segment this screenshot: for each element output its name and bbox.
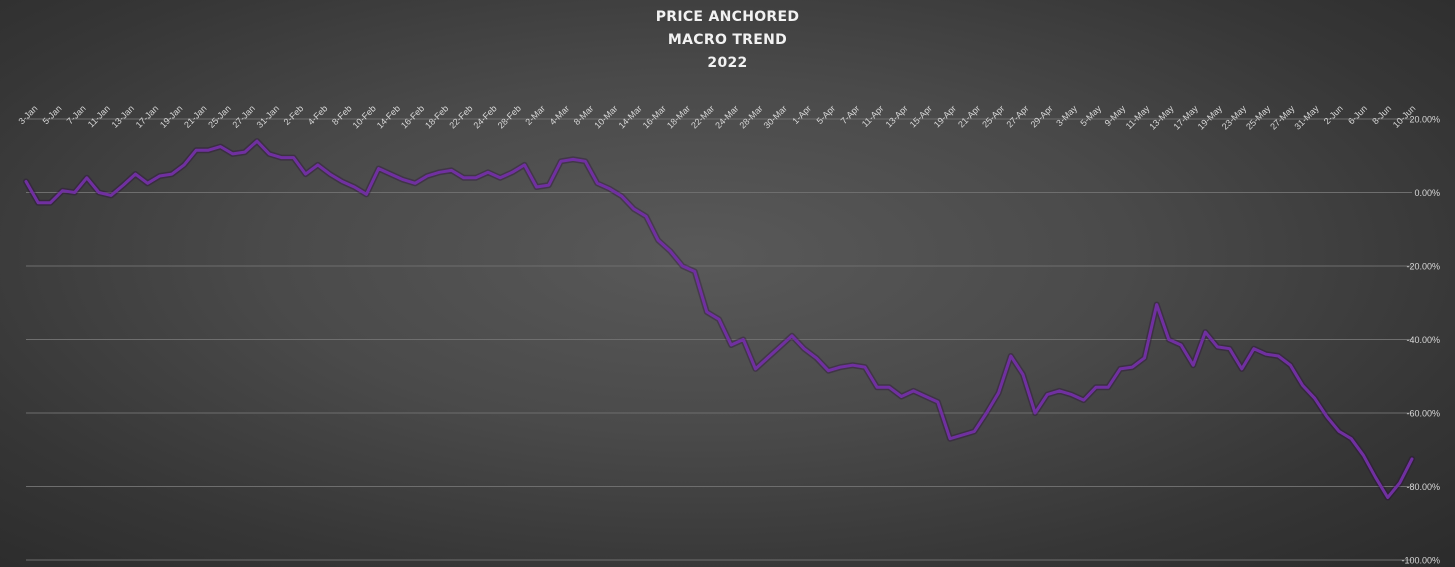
x-tick-label: 25-Jan [206,103,233,130]
x-tick-label: 13-Jan [110,103,137,130]
y-tick-label: 0.00% [1414,188,1440,198]
x-tick-label: 17-Jan [134,103,161,130]
x-tick-label: 31-Jan [255,103,282,130]
series-line [24,139,1414,499]
x-tick-label: 19-Jan [158,103,185,130]
x-tick-label: 13-May [1147,103,1176,132]
x-tick-label: 11-Jan [86,103,112,129]
x-tick-label: 22-Mar [689,103,716,130]
x-tick-label: 11-Apr [860,103,886,129]
x-tick-label: 14-Feb [375,103,402,130]
x-tick-label: 21-Apr [956,103,982,129]
x-tick-label: 5-Jan [41,103,64,126]
x-tick-label: 7-Apr [839,103,862,126]
x-tick-label: 5-May [1078,103,1103,128]
x-tick-label: 25-Apr [980,103,1006,129]
x-tick-label: 18-Feb [423,103,450,130]
chart-title-line-2: MACRO TREND [667,32,788,48]
x-tick-label: 15-Apr [908,103,934,129]
x-tick-label: 24-Mar [713,103,740,130]
x-tick-label: 4-Mar [548,103,572,127]
x-tick-label: 7-Jan [65,103,88,126]
x-tick-label: 3-Jan [16,103,39,126]
x-tick-label: 29-Apr [1029,103,1055,129]
x-tick-label: 24-Feb [472,103,499,130]
x-tick-label: 30-Mar [762,103,789,130]
chart-title-line-1: PRICE ANCHORED [655,9,800,25]
x-tick-label: 28-Feb [496,103,523,130]
x-tick-label: 27-Jan [230,103,257,130]
y-tick-label: -60.00% [1406,409,1440,419]
x-tick-label: 10-Feb [351,103,378,130]
x-tick-label: 2-Jun [1322,103,1345,126]
x-tick-label: 22-Feb [447,103,474,130]
x-tick-label: 18-Mar [665,103,692,130]
x-tick-label: 27-May [1268,103,1297,132]
x-tick-label: 1-Apr [790,103,813,126]
y-tick-label: -20.00% [1406,262,1440,272]
y-tick-label: -40.00% [1406,335,1440,345]
x-tick-label: 16-Feb [399,103,426,130]
x-tick-label: 6-Jun [1346,103,1369,126]
x-tick-label: 10-Mar [592,103,619,130]
x-tick-label: 4-Feb [306,103,330,127]
x-tick-label: 11-May [1124,103,1152,131]
y-tick-label: -80.00% [1406,482,1440,492]
x-tick-label: 19-Apr [932,103,958,129]
x-tick-label: 27-Apr [1004,103,1030,129]
x-tick-label: 28-Mar [737,103,764,130]
x-tick-label: 16-Mar [641,103,668,130]
y-tick-label: -100.00% [1401,556,1440,566]
x-tick-label: 2-Feb [282,103,306,127]
x-tick-label: 21-Jan [182,103,209,130]
x-tick-label: 23-May [1220,103,1249,132]
x-tick-label: 3-May [1054,103,1079,128]
x-tick-label: 2-Mar [523,103,547,127]
x-tick-label: 19-May [1196,103,1225,132]
x-tick-label: 17-May [1172,103,1201,132]
x-tick-label: 14-Mar [617,103,644,130]
x-tick-label: 25-May [1244,103,1273,132]
chart-title-line-3: 2022 [707,55,748,71]
y-tick-label: 20.00% [1409,115,1440,125]
x-tick-label: 13-Apr [884,103,910,129]
x-tick-label: 31-May [1292,103,1321,132]
x-tick-label: 5-Apr [815,103,838,126]
